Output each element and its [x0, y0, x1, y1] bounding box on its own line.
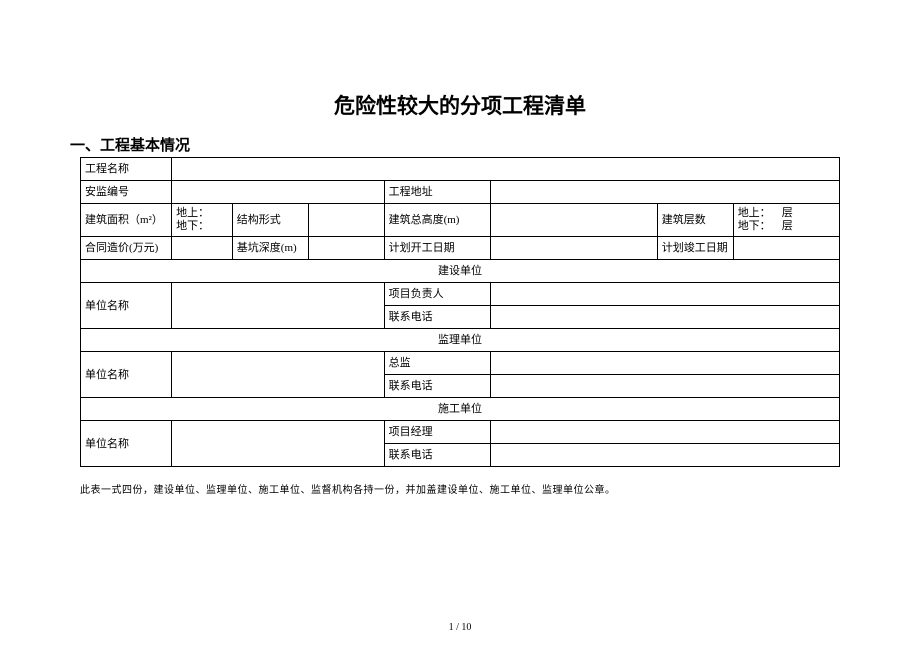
label-floors-above: 地上：: [738, 207, 771, 219]
value-total-height: [490, 204, 657, 237]
page-number: 1 / 10: [0, 622, 920, 633]
label-su-phone: 联系电话: [384, 375, 490, 398]
label-co-phone: 联系电话: [384, 444, 490, 467]
value-plan-start: [490, 237, 657, 260]
info-table: 工程名称 安监编号 工程地址 建筑面积（m²） 地上： 地下： 结构形式 建筑总…: [80, 157, 840, 467]
value-co-phone: [490, 444, 839, 467]
value-su-unit-name: [172, 352, 385, 398]
label-floors-below: 地下：: [738, 220, 771, 232]
label-supervision-no: 安监编号: [81, 181, 172, 204]
value-supervision-no: [172, 181, 385, 204]
label-pit-depth: 基坑深度(m): [232, 237, 308, 260]
value-co-manager: [490, 421, 839, 444]
page-container: 危险性较大的分项工程清单 一、工程基本情况 工程名称 安监编号 工程地址: [0, 0, 920, 516]
label-area-below: 地下：: [176, 220, 209, 232]
label-su-unit-name: 单位名称: [81, 352, 172, 398]
label-structure-type: 结构形式: [232, 204, 308, 237]
label-project-addr: 工程地址: [384, 181, 490, 204]
value-cu-unit-name: [172, 283, 385, 329]
label-area-above: 地上：: [176, 207, 209, 219]
label-plan-end: 计划竣工日期: [657, 237, 733, 260]
value-pit-depth: [308, 237, 384, 260]
label-cu-leader: 项目负责人: [384, 283, 490, 306]
label-su-chief: 总监: [384, 352, 490, 375]
value-su-chief: [490, 352, 839, 375]
unit-floors-above: 层: [782, 207, 793, 219]
value-project-name: [172, 158, 840, 181]
value-cu-leader: [490, 283, 839, 306]
unit-floors-below: 层: [782, 220, 793, 232]
section-heading: 一、工程基本情况: [70, 134, 840, 155]
value-cu-phone: [490, 306, 839, 329]
label-project-name: 工程名称: [81, 158, 172, 181]
header-contractor-unit: 施工单位: [81, 398, 840, 421]
value-co-unit-name: [172, 421, 385, 467]
label-plan-start: 计划开工日期: [384, 237, 490, 260]
header-supervision-unit: 监理单位: [81, 329, 840, 352]
label-cu-unit-name: 单位名称: [81, 283, 172, 329]
value-plan-end: [733, 237, 839, 260]
label-floors: 建筑层数: [657, 204, 733, 237]
value-floors: 地上： 层 地下： 层: [733, 204, 839, 237]
label-co-manager: 项目经理: [384, 421, 490, 444]
footnote: 此表一式四份，建设单位、监理单位、施工单位、监督机构各持一份，并加盖建设单位、施…: [80, 481, 840, 496]
value-su-phone: [490, 375, 839, 398]
value-project-addr: [490, 181, 839, 204]
label-building-area: 建筑面积（m²）: [81, 204, 172, 237]
header-construction-unit: 建设单位: [81, 260, 840, 283]
doc-title: 危险性较大的分项工程清单: [80, 90, 840, 120]
value-contract-price: [172, 237, 233, 260]
value-structure-type: [308, 204, 384, 237]
label-co-unit-name: 单位名称: [81, 421, 172, 467]
label-cu-phone: 联系电话: [384, 306, 490, 329]
value-building-area: 地上： 地下：: [172, 204, 233, 237]
label-total-height: 建筑总高度(m): [384, 204, 490, 237]
label-contract-price: 合同造价(万元): [81, 237, 172, 260]
